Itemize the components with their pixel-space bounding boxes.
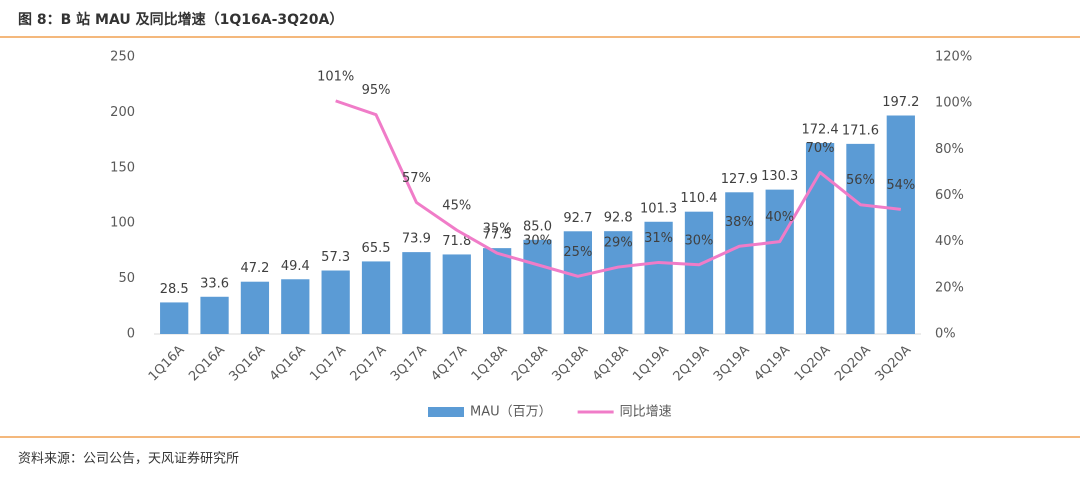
bar: [563, 231, 592, 334]
bar: [240, 281, 270, 334]
line-value-label: 101%: [317, 69, 354, 84]
bar: [765, 189, 794, 334]
line-value-label: 45%: [442, 199, 471, 214]
bar: [684, 211, 714, 334]
line-value-label: 29%: [604, 236, 633, 251]
x-tick-label: 4Q17A: [428, 343, 470, 385]
line-value-label: 57%: [402, 171, 431, 186]
y-tick-label: 100: [110, 216, 135, 231]
y-tick-label: 150: [110, 160, 135, 175]
bar: [725, 192, 754, 334]
bar-value-label: 71.8: [442, 234, 471, 249]
legend-label: 同比增速: [620, 405, 672, 420]
y2-tick-label: 40%: [935, 234, 964, 249]
x-tick-label: 4Q19A: [751, 343, 793, 385]
bar-value-label: 127.9: [721, 172, 758, 187]
bar: [523, 239, 552, 334]
x-tick-label: 2Q20A: [832, 343, 874, 385]
x-tick-label: 3Q18A: [549, 343, 591, 385]
bar: [321, 270, 350, 334]
x-tick-label: 1Q20A: [792, 343, 834, 385]
x-tick-label: 1Q16A: [146, 343, 188, 385]
line-value-label: 95%: [362, 83, 391, 98]
bar: [402, 252, 431, 334]
x-tick-label: 3Q17A: [388, 343, 430, 385]
line-value-label: 31%: [644, 231, 673, 246]
x-tick-label: 2Q19A: [671, 343, 713, 385]
x-tick-label: 1Q18A: [469, 343, 511, 385]
bar: [483, 248, 512, 334]
line-value-label: 38%: [725, 215, 754, 230]
y2-tick-label: 120%: [935, 50, 972, 65]
line: [335, 99, 901, 278]
x-tick-label: 2Q18A: [509, 343, 551, 385]
bar: [361, 261, 391, 334]
line-value-label: 35%: [483, 222, 512, 237]
x-tick-label: 3Q19A: [711, 343, 753, 385]
bar-value-label: 197.2: [882, 95, 919, 110]
bar-value-label: 57.3: [321, 250, 350, 265]
bar-value-label: 92.8: [604, 211, 633, 226]
x-tick-label: 3Q20A: [872, 343, 914, 385]
x-tick-label: 1Q19A: [630, 343, 672, 385]
bar-value-label: 171.6: [842, 123, 879, 138]
line-value-label: 25%: [563, 245, 592, 260]
bar-value-label: 92.7: [563, 211, 592, 226]
bar-value-label: 77.5: [483, 228, 512, 243]
bar-value-label: 130.3: [761, 169, 798, 184]
x-tick-label: 3Q16A: [227, 343, 269, 385]
line-value-label: 54%: [886, 178, 915, 193]
bar-value-label: 49.4: [281, 259, 310, 274]
bar: [604, 231, 633, 334]
bar-value-label: 172.4: [801, 122, 838, 137]
bar-value-label: 47.2: [240, 261, 269, 276]
bar: [160, 302, 189, 334]
source: 资料来源：公司公告，天风证券研究所: [18, 451, 239, 467]
y-tick-label: 50: [118, 271, 135, 286]
bar: [281, 279, 310, 334]
bar-value-label: 33.6: [200, 276, 229, 291]
y-tick-label: 200: [110, 105, 135, 120]
y2-tick-label: 0%: [935, 327, 956, 342]
y2-tick-label: 20%: [935, 280, 964, 295]
y-tick-label: 250: [110, 50, 135, 65]
y-tick-label: 0: [127, 327, 135, 342]
y2-tick-label: 100%: [935, 96, 972, 111]
legend-label: MAU（百万）: [470, 405, 552, 420]
line-value-label: 70%: [806, 141, 835, 156]
bar-value-label: 101.3: [640, 201, 677, 216]
bar-value-label: 73.9: [402, 232, 431, 247]
x-tick-label: 2Q17A: [348, 343, 390, 385]
x-tick-label: 4Q18A: [590, 343, 632, 385]
line-value-label: 30%: [523, 233, 552, 248]
x-tick-label: 4Q16A: [267, 343, 309, 385]
y2-tick-label: 80%: [935, 142, 964, 157]
x-tick-label: 1Q17A: [307, 343, 349, 385]
bar: [200, 296, 229, 334]
bar: [442, 254, 471, 334]
bar-value-label: 85.0: [523, 219, 552, 234]
line-value-label: 40%: [765, 210, 794, 225]
bar: [644, 221, 673, 334]
y2-tick-label: 60%: [935, 188, 964, 203]
chart-title: 图 8：B 站 MAU 及同比增速（1Q16A-3Q20A）: [18, 11, 343, 28]
bar-value-label: 65.5: [362, 241, 391, 256]
bar-value-label: 110.4: [680, 191, 717, 206]
bar: [886, 115, 915, 334]
line-value-label: 56%: [846, 173, 875, 188]
line-value-label: 30%: [685, 233, 714, 248]
bar: [846, 143, 875, 334]
x-tick-label: 2Q16A: [186, 343, 228, 385]
legend-swatch: [428, 407, 464, 417]
bar-value-label: 28.5: [160, 282, 189, 297]
